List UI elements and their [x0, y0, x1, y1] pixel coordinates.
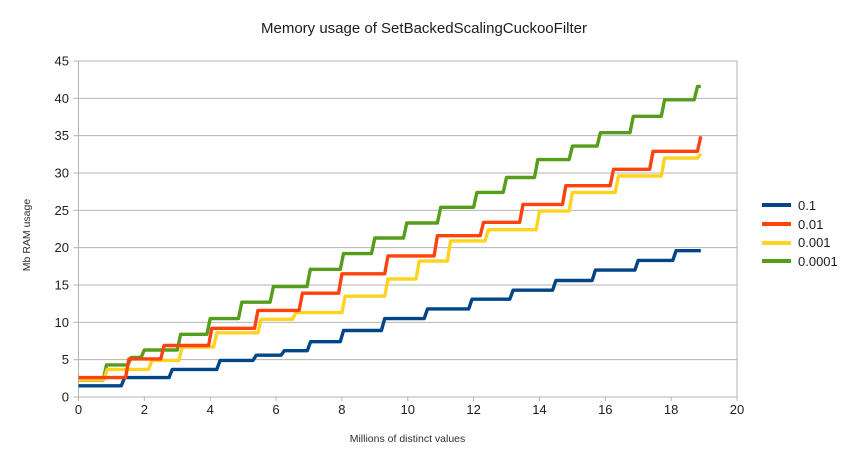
y-tick-label: 25	[55, 203, 69, 218]
series-line-0.1	[78, 249, 701, 388]
legend-item: 0.01	[762, 215, 838, 234]
y-tick-label: 35	[55, 128, 69, 143]
x-axis-title: Millions of distinct values	[349, 433, 466, 445]
x-tick-label: 10	[401, 402, 415, 417]
series-line-0.001	[78, 152, 703, 382]
x-tick-label: 0	[75, 402, 82, 417]
x-tick-label: 18	[664, 402, 678, 417]
legend-label: 0.01	[798, 216, 824, 232]
series-line-0.0001	[78, 84, 701, 382]
legend-item: 0.0001	[762, 252, 838, 271]
x-tick-label: 4	[207, 402, 214, 417]
legend-label: 0.001	[798, 235, 831, 251]
y-axis-title: Mb RAM usage	[21, 198, 33, 272]
x-tick-label: 6	[272, 402, 279, 417]
y-tick-label: 10	[55, 315, 69, 330]
y-tick-label: 20	[55, 240, 69, 255]
x-tick-label: 16	[598, 402, 612, 417]
legend-item: 0.1	[762, 196, 838, 215]
y-tick-label: 0	[62, 390, 69, 405]
y-tick-label: 30	[55, 166, 69, 181]
legend-item: 0.001	[762, 233, 838, 252]
x-tick-label: 20	[730, 402, 744, 417]
legend-swatch-icon	[762, 240, 791, 245]
y-tick-label: 5	[62, 352, 69, 367]
x-tick-label: 8	[338, 402, 345, 417]
legend-label: 0.1	[798, 197, 817, 213]
legend-swatch-icon	[762, 222, 791, 227]
x-tick-label: 12	[466, 402, 480, 417]
y-tick-label: 45	[55, 54, 69, 69]
legend: 0.1 0.01 0.001 0.0001	[762, 196, 838, 271]
x-tick-label: 14	[532, 402, 546, 417]
legend-label: 0.0001	[798, 253, 838, 269]
y-tick-label: 15	[55, 278, 69, 293]
chart-title: Memory usage of SetBackedScalingCuckooFi…	[261, 20, 587, 37]
y-tick-label: 40	[55, 91, 69, 106]
x-tick-label: 2	[141, 402, 148, 417]
legend-swatch-icon	[762, 203, 791, 208]
legend-swatch-icon	[762, 259, 791, 264]
series-line-0.01	[78, 136, 703, 380]
